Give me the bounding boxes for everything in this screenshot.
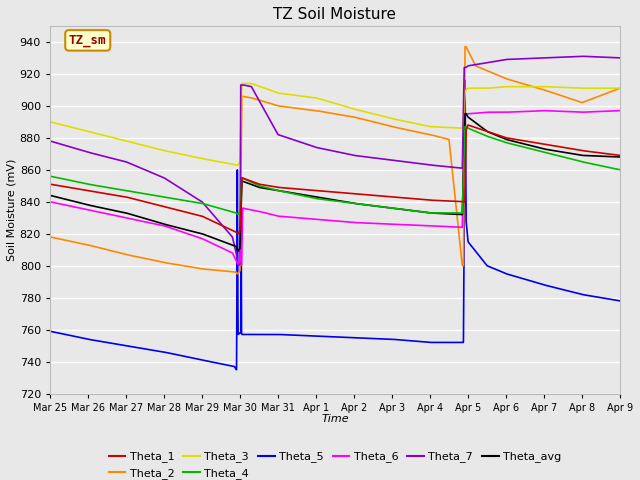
Y-axis label: Soil Moisture (mV): Soil Moisture (mV): [7, 158, 17, 261]
Text: TZ_sm: TZ_sm: [69, 34, 106, 47]
Title: TZ Soil Moisture: TZ Soil Moisture: [273, 7, 397, 22]
Legend: Theta_1, Theta_2, Theta_3, Theta_4, Theta_5, Theta_6, Theta_7, Theta_avg: Theta_1, Theta_2, Theta_3, Theta_4, Thet…: [104, 447, 566, 480]
X-axis label: Time: Time: [321, 414, 349, 424]
